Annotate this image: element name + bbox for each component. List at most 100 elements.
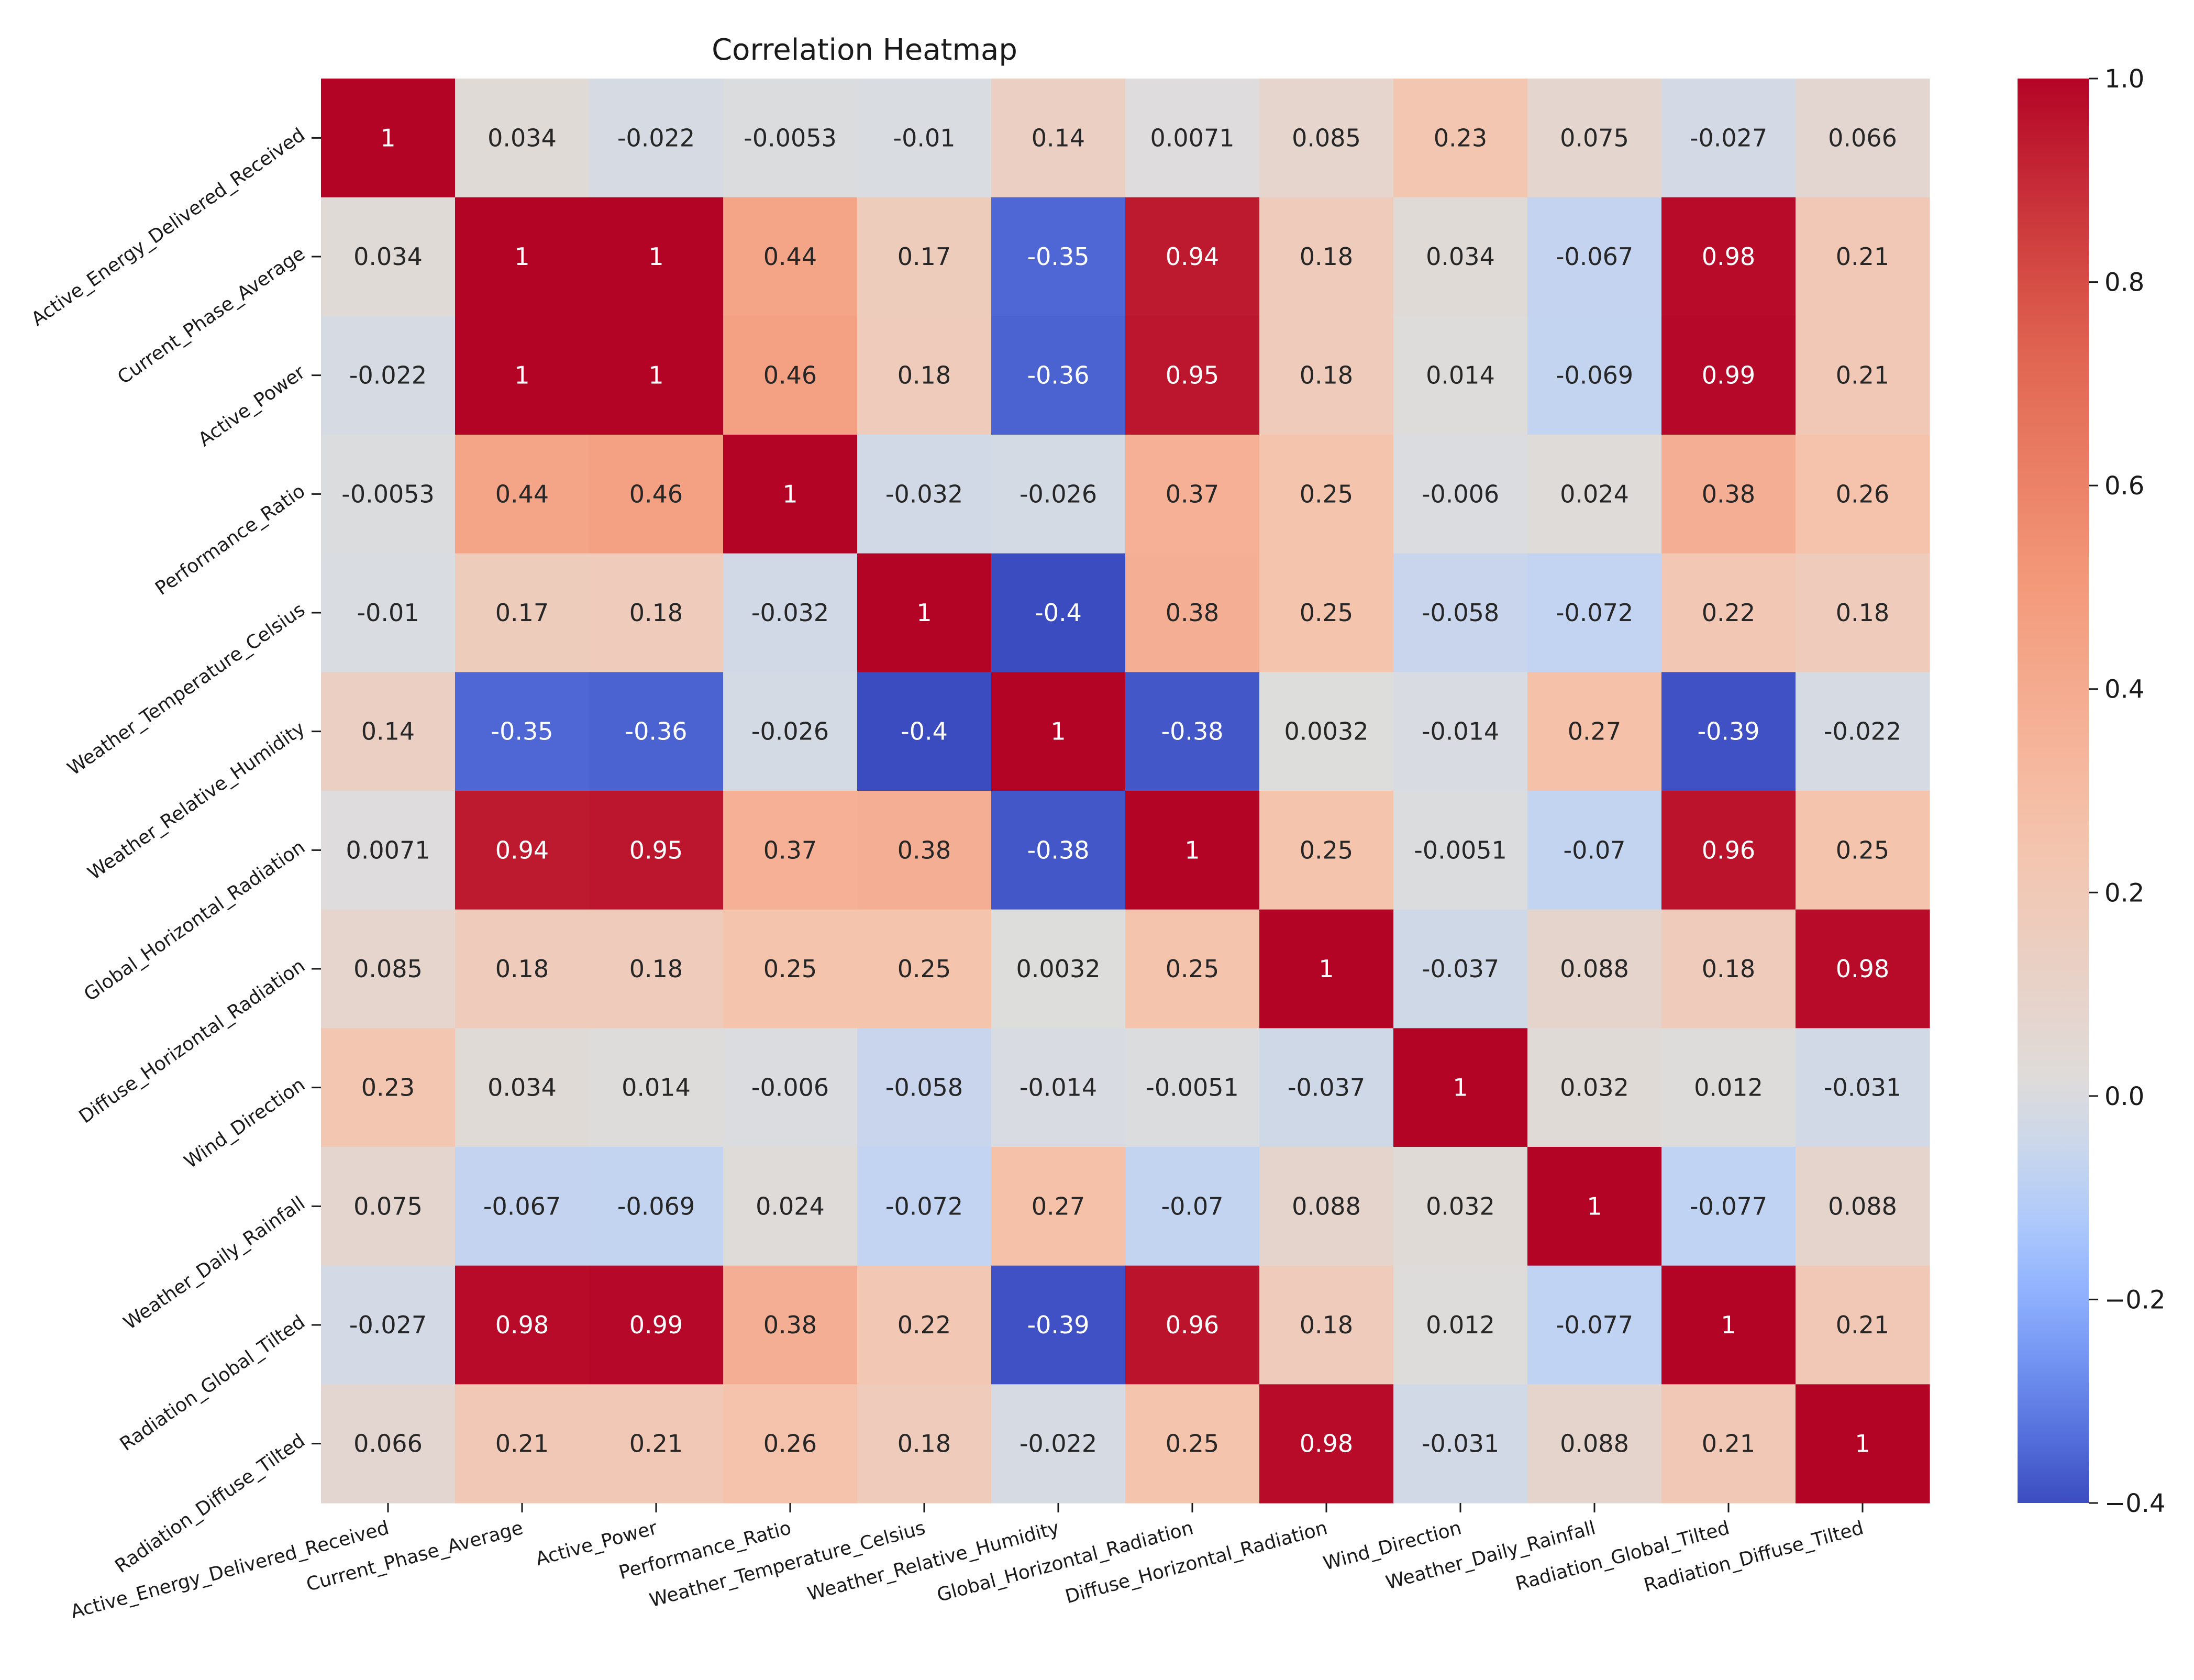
heatmap-cell bbox=[1796, 316, 1930, 435]
cell-label: -0.022 bbox=[349, 361, 427, 390]
cell-label: 0.18 bbox=[897, 361, 951, 390]
heatmap-cell bbox=[1393, 672, 1528, 791]
cell-label: -0.38 bbox=[1161, 717, 1223, 746]
cell-label: 1 bbox=[648, 361, 663, 390]
cell-label: 0.38 bbox=[763, 1311, 817, 1339]
cell-label: 0.23 bbox=[1434, 124, 1487, 152]
heatmap-cell bbox=[589, 435, 724, 554]
cell-label: -0.031 bbox=[1824, 1074, 1901, 1102]
cell-label: -0.0053 bbox=[341, 480, 435, 508]
cell-label: 0.46 bbox=[629, 480, 683, 508]
heatmap-cell bbox=[1527, 1147, 1662, 1266]
heatmap-cell bbox=[1125, 909, 1260, 1029]
heatmap-cell bbox=[1125, 79, 1260, 198]
cell-label: 0.18 bbox=[1836, 599, 1889, 627]
cell-label: 0.38 bbox=[1702, 480, 1755, 508]
heatmap-cell bbox=[1796, 553, 1930, 672]
cell-label: 0.18 bbox=[1300, 242, 1353, 271]
cell-label: 0.066 bbox=[353, 1430, 423, 1458]
cell-label: 0.17 bbox=[897, 242, 951, 271]
heatmap-cell bbox=[589, 909, 724, 1029]
heatmap-cell bbox=[723, 672, 858, 791]
cell-label: 0.032 bbox=[1560, 1074, 1629, 1102]
heatmap-cell bbox=[321, 909, 456, 1029]
cell-label: 0.024 bbox=[1560, 480, 1629, 508]
heatmap-cell bbox=[1661, 316, 1796, 435]
cell-label: 0.21 bbox=[495, 1430, 549, 1458]
cell-label: 0.26 bbox=[763, 1430, 817, 1458]
cell-label: 0.088 bbox=[1828, 1192, 1897, 1220]
heatmap-cell bbox=[1259, 197, 1394, 316]
heatmap-cell bbox=[589, 316, 724, 435]
cell-label: -0.014 bbox=[1020, 1074, 1097, 1102]
cell-label: -0.4 bbox=[1035, 599, 1082, 627]
heatmap-cell bbox=[321, 553, 456, 672]
heatmap-cell bbox=[857, 553, 992, 672]
heatmap-cell bbox=[589, 79, 724, 198]
cell-label: 0.94 bbox=[495, 836, 549, 864]
cell-label: 0.25 bbox=[1166, 955, 1219, 983]
cell-label: 0.38 bbox=[897, 836, 951, 864]
cell-label: 1 bbox=[782, 480, 797, 508]
heatmap-cell bbox=[857, 79, 992, 198]
cell-label: 0.95 bbox=[1166, 361, 1219, 390]
cell-label: 0.034 bbox=[487, 1074, 557, 1102]
cell-label: -0.014 bbox=[1422, 717, 1499, 746]
heatmap-cell bbox=[1393, 553, 1528, 672]
cell-label: 0.088 bbox=[1560, 955, 1629, 983]
heatmap-cell bbox=[991, 791, 1126, 910]
colorbar-tick-label: 0.8 bbox=[2104, 268, 2144, 297]
cell-label: 0.96 bbox=[1166, 1311, 1219, 1339]
heatmap-cell bbox=[589, 1265, 724, 1385]
cell-label: -0.067 bbox=[483, 1192, 561, 1220]
cell-label: 0.26 bbox=[1836, 480, 1889, 508]
colorbar-tick-label: 1.0 bbox=[2104, 64, 2144, 94]
cell-label: -0.069 bbox=[617, 1192, 695, 1220]
cell-label: 0.012 bbox=[1426, 1311, 1495, 1339]
heatmap-cell bbox=[1393, 197, 1528, 316]
heatmap-cell bbox=[1259, 1265, 1394, 1385]
cell-label: 0.21 bbox=[1836, 361, 1889, 390]
heatmap-cell bbox=[1393, 909, 1528, 1029]
cell-label: 0.96 bbox=[1702, 836, 1755, 864]
cell-label: 0.99 bbox=[1702, 361, 1755, 390]
heatmap-cell bbox=[991, 197, 1126, 316]
cell-label: 0.18 bbox=[1702, 955, 1755, 983]
heatmap-cell bbox=[321, 79, 456, 198]
heatmap-cell bbox=[321, 672, 456, 791]
cell-label: 0.21 bbox=[1836, 1311, 1889, 1339]
heatmap-cell bbox=[723, 316, 858, 435]
cell-label: -0.01 bbox=[357, 599, 419, 627]
cell-label: -0.07 bbox=[1563, 836, 1625, 864]
cell-label: -0.36 bbox=[625, 717, 687, 746]
colorbar-tick-label: 0.4 bbox=[2104, 675, 2144, 704]
cell-label: 0.034 bbox=[1426, 242, 1495, 271]
cell-label: 1 bbox=[1050, 717, 1066, 746]
cell-label: 0.18 bbox=[629, 955, 683, 983]
cell-label: -0.4 bbox=[901, 717, 948, 746]
heatmap-cell bbox=[589, 1028, 724, 1147]
heatmap-cell bbox=[455, 435, 590, 554]
heatmap-cell bbox=[1796, 909, 1930, 1029]
cell-label: -0.38 bbox=[1027, 836, 1089, 864]
heatmap-cell bbox=[1393, 1265, 1528, 1385]
heatmap-cell bbox=[857, 1265, 992, 1385]
heatmap-cell bbox=[1259, 1147, 1394, 1266]
heatmap-cell bbox=[991, 316, 1126, 435]
cell-label: 0.98 bbox=[495, 1311, 549, 1339]
cell-label: 0.38 bbox=[1166, 599, 1219, 627]
cell-label: 0.22 bbox=[897, 1311, 951, 1339]
heatmap-cell bbox=[1393, 1147, 1528, 1266]
heatmap-cell bbox=[1393, 79, 1528, 198]
heatmap-cell bbox=[455, 672, 590, 791]
heatmap-cell bbox=[1661, 1384, 1796, 1504]
heatmap-cell bbox=[1661, 909, 1796, 1029]
colorbar-tick-label: 0.0 bbox=[2104, 1082, 2144, 1111]
heatmap-cell bbox=[1796, 1265, 1930, 1385]
cell-label: 0.44 bbox=[763, 242, 817, 271]
cell-label: 0.032 bbox=[1426, 1192, 1495, 1220]
cell-label: 0.22 bbox=[1702, 599, 1755, 627]
heatmap-cell bbox=[1796, 1384, 1930, 1504]
colorbar-gradient bbox=[2018, 79, 2089, 1503]
